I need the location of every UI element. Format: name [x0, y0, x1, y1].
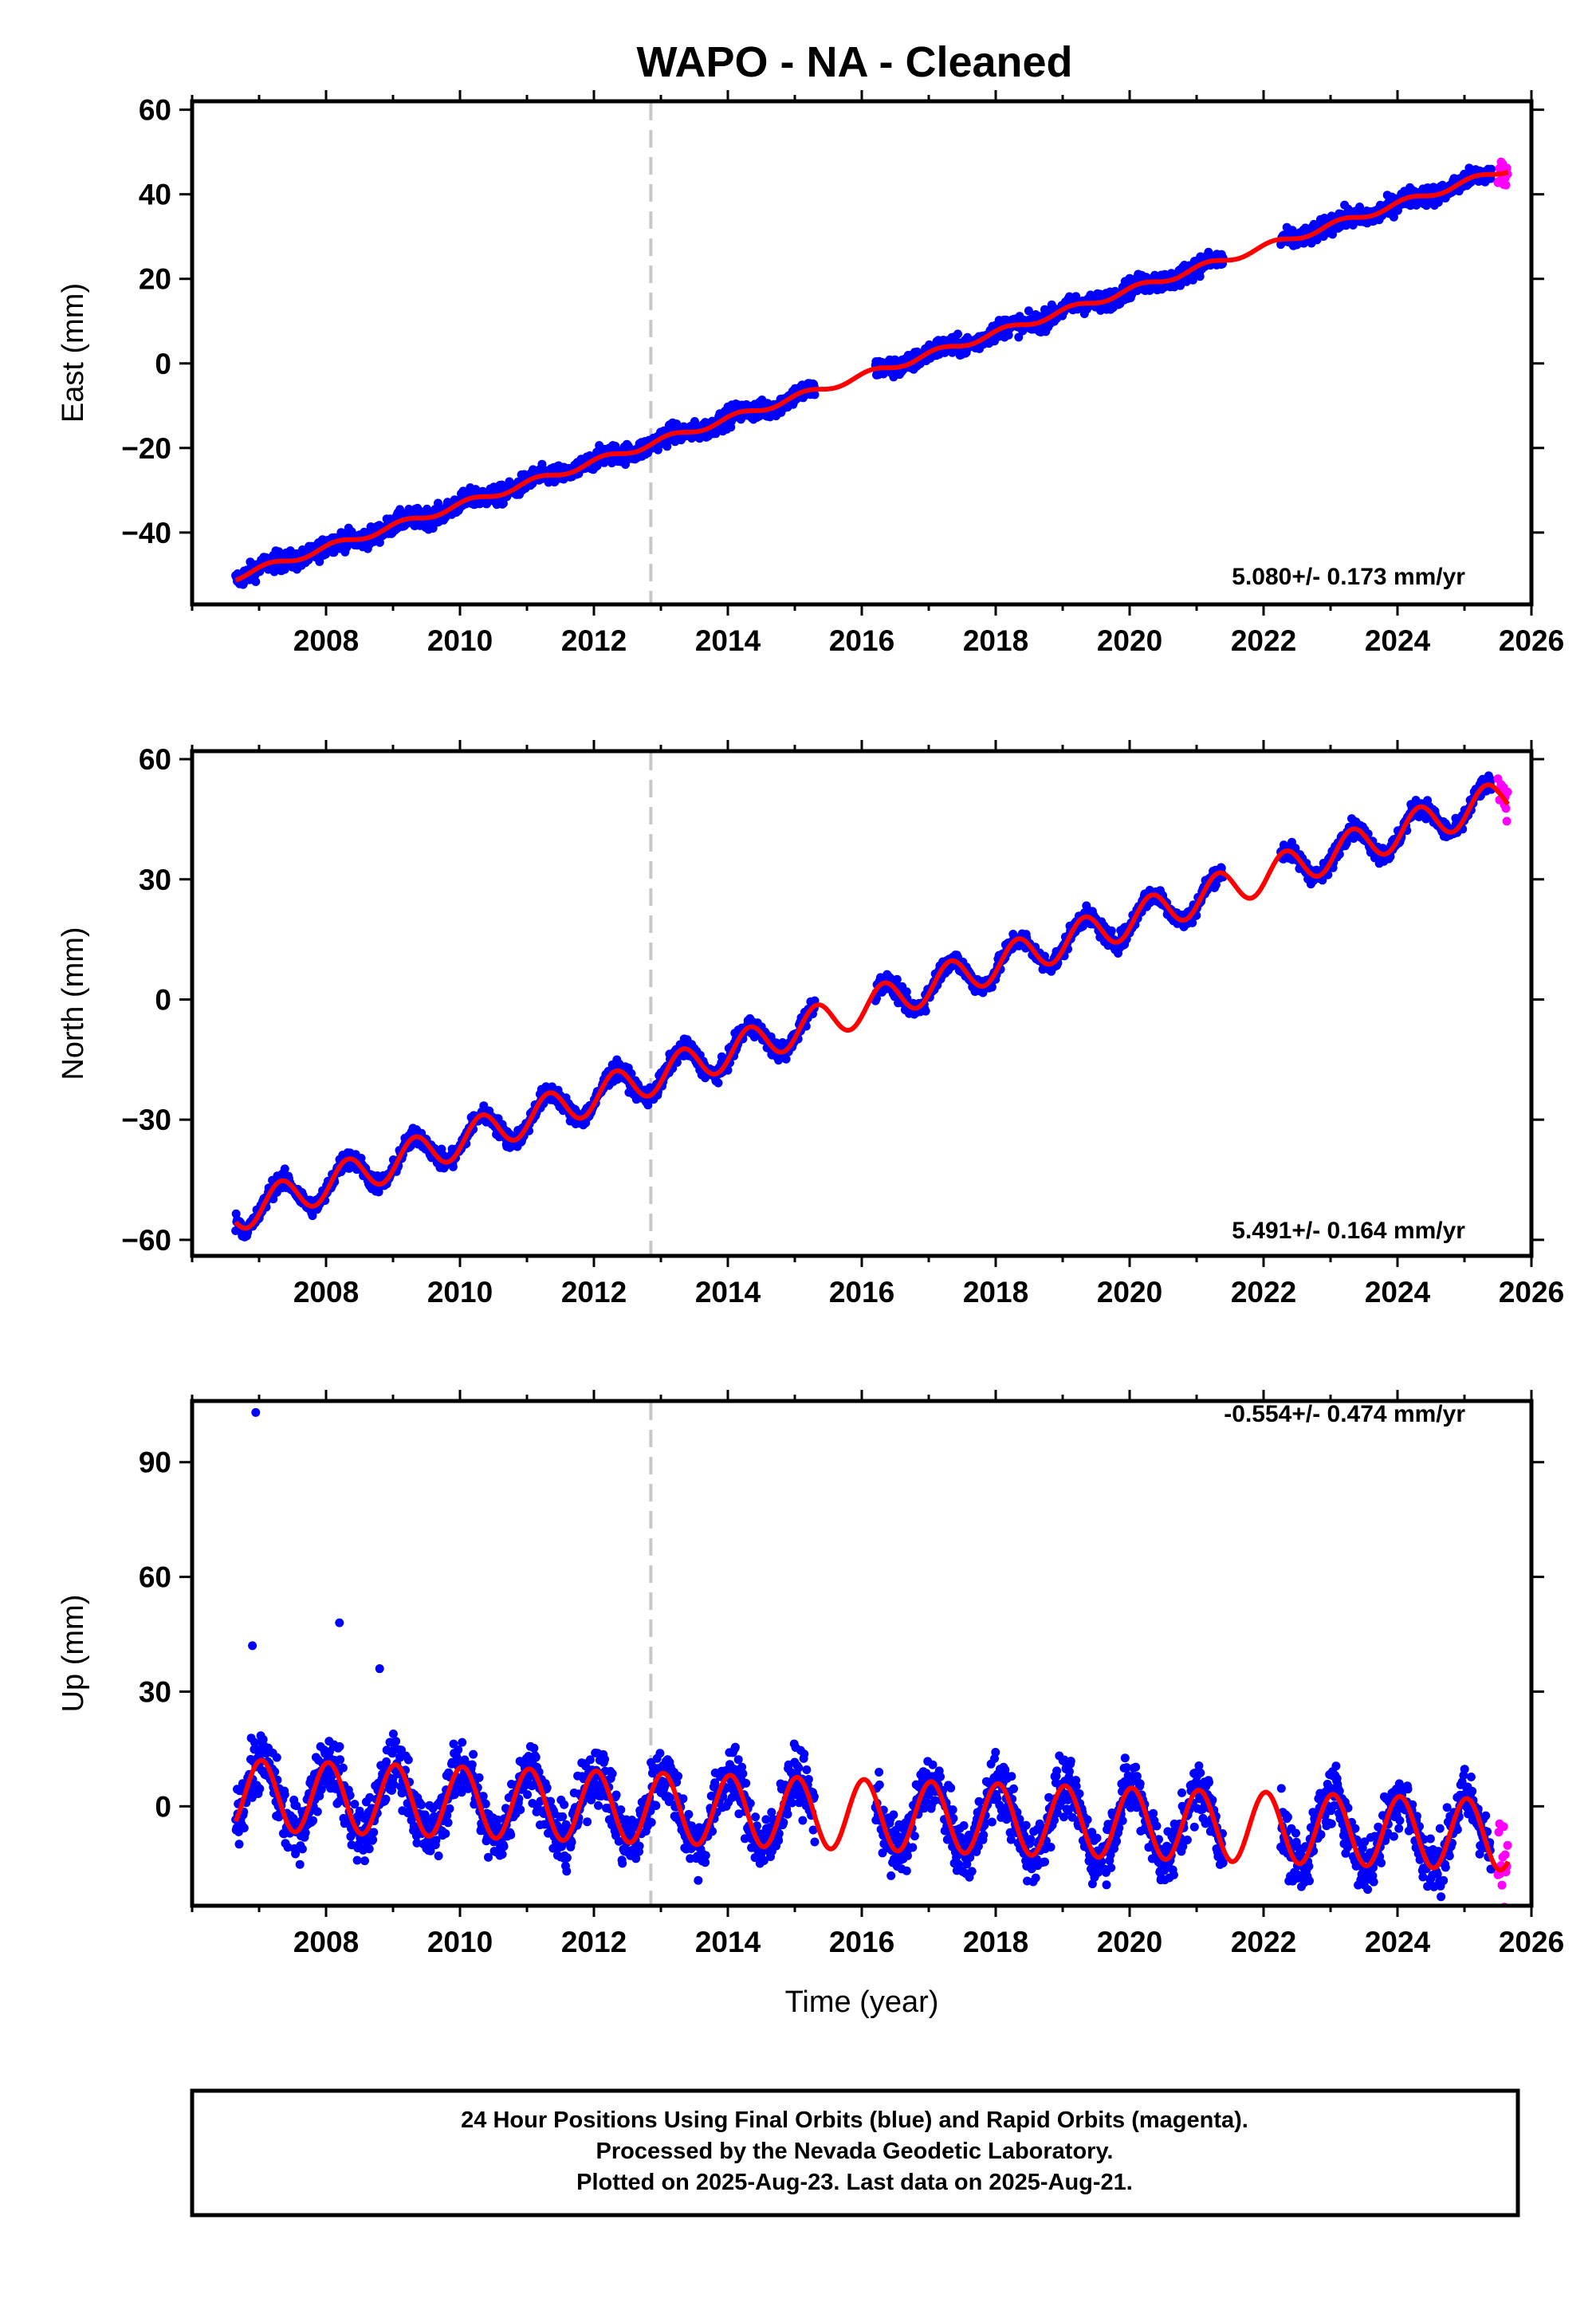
north-x-tick-label: 2016 — [829, 1276, 894, 1309]
north-x-tick-label: 2022 — [1231, 1276, 1296, 1309]
east-final-point — [251, 577, 261, 586]
east-y-tick-label: −20 — [121, 432, 171, 465]
north-final-point — [713, 1078, 723, 1088]
north-y-tick-label: −60 — [121, 1224, 171, 1257]
north-y-tick-label: 60 — [139, 743, 171, 776]
north-final-point — [892, 974, 902, 984]
east-final-point — [274, 547, 284, 557]
up-final-point — [295, 1859, 305, 1869]
up-final-point — [309, 1816, 318, 1825]
east-final-point — [1024, 306, 1033, 316]
east-x-tick-label: 2022 — [1231, 624, 1296, 657]
east-y-tick-label: −40 — [121, 517, 171, 549]
up-final-point — [297, 1844, 307, 1854]
east-y-tick-label: 40 — [139, 179, 171, 211]
up-final-point — [335, 1741, 344, 1751]
north-rapid-point — [1502, 817, 1511, 826]
up-final-point — [368, 1835, 378, 1844]
up-final-point — [272, 1753, 281, 1762]
east-x-tick-label: 2018 — [963, 624, 1028, 657]
east-x-tick-label: 2016 — [829, 624, 894, 657]
east-x-tick-label: 2008 — [293, 624, 359, 657]
up-final-point — [352, 1856, 362, 1865]
east-y-tick-label: 20 — [139, 263, 171, 296]
east-final-point — [423, 504, 432, 514]
east-final-point — [1014, 333, 1024, 342]
north-x-tick-label: 2014 — [695, 1276, 761, 1309]
east-y-axis-label: East (mm) — [57, 283, 90, 423]
up-final-point — [255, 1784, 265, 1793]
north-final-point — [280, 1164, 289, 1174]
east-panel: 2008 2010 2012 2014 2016 2018 2020 2022 2024 2026… — [57, 90, 1564, 657]
figure-title: WAPO - NA - Cleaned — [636, 38, 1072, 86]
north-x-tick-label: 2008 — [293, 1276, 359, 1309]
east-final-point — [315, 557, 324, 566]
up-final-point — [364, 1844, 374, 1854]
up-final-point — [336, 1755, 345, 1765]
north-rate-annotation: 5.491+/- 0.164 mm/yr — [1232, 1218, 1465, 1244]
east-final-point — [1195, 272, 1205, 281]
east-final-point — [1389, 212, 1398, 222]
up-final-point — [360, 1856, 369, 1866]
east-x-tick-label: 2026 — [1499, 624, 1564, 657]
north-x-tick-label: 2024 — [1365, 1276, 1431, 1309]
north-x-tick-label: 2020 — [1097, 1276, 1162, 1309]
north-x-tick-label: 2018 — [963, 1276, 1028, 1309]
north-final-point — [448, 1162, 458, 1171]
east-final-point — [1188, 275, 1197, 285]
north-y-tick-label: 0 — [155, 983, 171, 1016]
up-final-point — [239, 1824, 249, 1832]
east-final-point — [953, 329, 962, 339]
east-x-tick-label: 2024 — [1365, 624, 1431, 657]
east-final-point — [498, 498, 508, 508]
up-final-point — [280, 1790, 289, 1799]
east-rate-annotation: 5.080+/- 0.173 mm/yr — [1232, 564, 1465, 590]
north-y-tick-label: 30 — [139, 864, 171, 896]
up-final-point — [369, 1828, 379, 1837]
east-y-tick-label: 60 — [139, 94, 171, 127]
north-final-point — [1107, 926, 1116, 935]
east-y-tick-label: 0 — [155, 348, 171, 380]
up-final-point — [313, 1807, 322, 1816]
east-x-tick-label: 2012 — [561, 624, 627, 657]
east-final-point — [428, 524, 438, 533]
north-y-axis-label: North (mm) — [57, 927, 90, 1080]
east-x-tick-label: 2014 — [695, 624, 761, 657]
east-final-point — [1040, 305, 1049, 314]
up-final-point — [234, 1840, 244, 1849]
east-final-point — [1328, 230, 1337, 239]
north-x-tick-label: 2026 — [1499, 1276, 1564, 1309]
north-x-tick-label: 2010 — [427, 1276, 493, 1309]
north-final-point — [921, 1006, 930, 1016]
east-model-curve — [234, 169, 1509, 583]
up-final-point — [338, 1763, 348, 1773]
east-rapid-point — [1501, 180, 1511, 190]
north-final-point — [269, 1194, 278, 1204]
north-panel: 2008 2010 2012 2014 2016 2018 2020 2022 2024 2026… — [57, 740, 1564, 1309]
north-x-tick-label: 2012 — [561, 1276, 627, 1309]
north-y-tick-label: −30 — [121, 1104, 171, 1136]
east-x-tick-label: 2010 — [427, 624, 493, 657]
north-rapid-point — [1503, 787, 1512, 797]
east-final-point — [810, 390, 820, 399]
east-x-tick-label: 2020 — [1097, 624, 1162, 657]
east-final-point — [395, 505, 405, 514]
east-final-point — [1487, 164, 1496, 174]
